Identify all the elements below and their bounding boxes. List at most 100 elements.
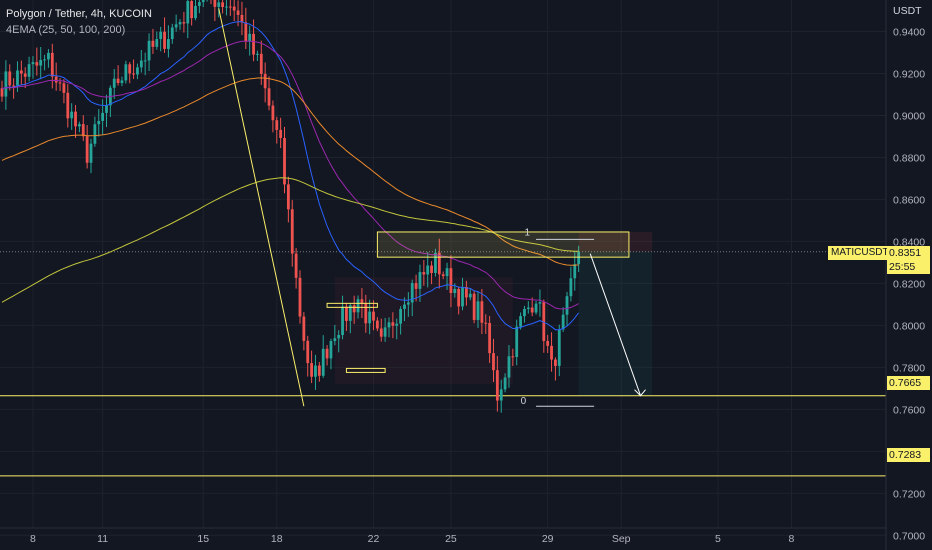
- candle-body: [418, 272, 422, 289]
- candle-body: [453, 288, 457, 294]
- candle-body: [232, 6, 236, 11]
- time-tick-label: 8: [789, 533, 795, 545]
- candle-body: [259, 53, 263, 74]
- candle-body: [333, 338, 337, 342]
- candle-body: [286, 184, 290, 210]
- candle-body: [426, 265, 430, 275]
- candle-body: [101, 112, 105, 121]
- candle-body: [310, 363, 313, 377]
- candle-body: [225, 6, 228, 8]
- candle-body: [383, 327, 387, 337]
- candle-body: [23, 73, 27, 77]
- candle-body: [252, 33, 255, 55]
- current-price-tag: 0.8351: [887, 246, 930, 260]
- price-tick-label: 0.7800: [893, 362, 925, 374]
- time-tick-label: 22: [368, 533, 380, 545]
- ema-lines: [1, 21, 580, 331]
- candle-body: [174, 24, 178, 28]
- candle-body: [348, 305, 352, 321]
- candle-body: [89, 143, 93, 163]
- candle-body: [35, 62, 39, 66]
- candle-body: [271, 105, 275, 121]
- candle-body: [128, 64, 132, 74]
- candle-body: [445, 268, 449, 277]
- candle-body: [16, 70, 19, 86]
- time-tick-label: 11: [97, 533, 108, 545]
- time-tick-label: 18: [271, 533, 283, 545]
- indicator-label[interactable]: 4EMA (25, 50, 100, 200): [6, 24, 126, 36]
- price-axis[interactable]: 0.9400 0.9200 0.9000 0.8800 0.8600 0.8400 0.82…: [885, 0, 925, 550]
- candle-body: [8, 71, 12, 86]
- time-tick-label: 15: [197, 533, 209, 545]
- candle-body: [360, 299, 364, 304]
- candle-body: [124, 64, 128, 81]
- candle-body: [387, 322, 391, 328]
- candle-body: [414, 283, 418, 289]
- candle-body: [372, 311, 375, 321]
- candle-body: [569, 278, 573, 297]
- candle-body: [341, 306, 344, 335]
- candle-body: [406, 302, 410, 305]
- candle-body: [499, 389, 503, 401]
- candle-body: [139, 60, 143, 68]
- candle-body: [329, 341, 333, 359]
- candle-body: [468, 293, 472, 298]
- candle-body: [422, 272, 426, 275]
- candle-body: [511, 356, 515, 358]
- trend-line: [218, 8, 305, 407]
- candle-body: [352, 305, 356, 313]
- price-unit: USDT: [893, 5, 922, 17]
- price-tick-label: 0.7000: [893, 530, 925, 542]
- projection-arrow: [589, 253, 642, 396]
- candle-body: [74, 111, 77, 127]
- candle-body: [546, 340, 550, 346]
- candle-body: [465, 286, 468, 298]
- breakout-box: [326, 302, 378, 308]
- candle-body: [159, 31, 163, 40]
- candle-body: [538, 302, 542, 304]
- candle-body: [325, 348, 329, 359]
- candle-body: [236, 10, 240, 15]
- price-tick-label: 0.9400: [893, 26, 925, 38]
- candle-body: [27, 64, 31, 77]
- grid: [0, 0, 886, 536]
- candle-body: [213, 0, 217, 7]
- candle-body: [573, 264, 577, 279]
- candle-body: [557, 329, 561, 366]
- candle-body: [267, 88, 271, 106]
- candle-body: [275, 120, 279, 130]
- arrow-head: [634, 389, 646, 397]
- horizontal-levels: [0, 251, 886, 477]
- fib-label-0: 0: [521, 396, 527, 407]
- time-axis[interactable]: 8 11 15 18 22 25 29 Sep 5 8: [0, 527, 886, 545]
- candle-body: [62, 83, 66, 93]
- price-tick-label: 0.7600: [893, 404, 925, 416]
- candle-body: [12, 85, 16, 87]
- time-tick-label: 25: [445, 533, 457, 545]
- candle-body: [194, 5, 197, 19]
- support-level-tag: 0.7665: [887, 376, 930, 390]
- candle-body: [503, 377, 507, 390]
- symbol-title[interactable]: Polygon / Tether, 4h, KUCOIN: [6, 8, 152, 20]
- candle-body: [93, 124, 97, 144]
- chart-legend: Polygon / Tether, 4h, KUCOIN 4EMA (25, 5…: [6, 6, 152, 38]
- candle-body: [279, 129, 283, 138]
- candle-body: [290, 209, 294, 254]
- candle-body: [391, 322, 395, 326]
- candle-body: [294, 253, 298, 278]
- candles: [0, 0, 581, 413]
- price-tick-label: 0.9000: [893, 110, 925, 122]
- ema-200-line: [1, 177, 579, 303]
- time-tick-label: 29: [542, 533, 554, 545]
- candle-body: [58, 82, 62, 84]
- candle-body: [97, 120, 101, 125]
- candle-body: [186, 1, 190, 24]
- candle-body: [488, 323, 492, 354]
- candle-body: [256, 53, 259, 55]
- candle-body: [54, 76, 58, 83]
- price-tick-label: 0.8200: [893, 278, 925, 290]
- candle-body: [39, 60, 43, 66]
- candle-body: [136, 67, 139, 75]
- candle-body: [81, 124, 85, 137]
